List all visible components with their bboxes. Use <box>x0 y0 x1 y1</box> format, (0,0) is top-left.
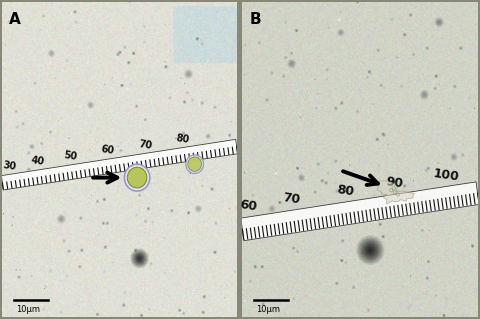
Polygon shape <box>1 139 238 190</box>
Text: 50: 50 <box>63 150 78 162</box>
Text: 100: 100 <box>432 167 460 183</box>
Text: 40: 40 <box>30 155 45 167</box>
Text: 80: 80 <box>176 133 191 145</box>
Text: 60: 60 <box>239 198 258 213</box>
Text: 10μm: 10μm <box>256 305 280 314</box>
Text: 60: 60 <box>101 145 115 156</box>
Text: 70: 70 <box>138 139 153 151</box>
Text: B: B <box>249 12 261 27</box>
Text: A: A <box>9 12 21 27</box>
Circle shape <box>188 157 202 171</box>
Circle shape <box>124 164 150 191</box>
Polygon shape <box>241 182 479 241</box>
Circle shape <box>127 167 147 188</box>
Text: 10μm: 10μm <box>16 305 40 314</box>
Text: 80: 80 <box>336 183 355 198</box>
Polygon shape <box>377 181 414 204</box>
Text: 70: 70 <box>281 191 300 207</box>
Text: 30: 30 <box>2 160 17 172</box>
Circle shape <box>186 155 204 174</box>
Text: 90: 90 <box>385 175 404 191</box>
